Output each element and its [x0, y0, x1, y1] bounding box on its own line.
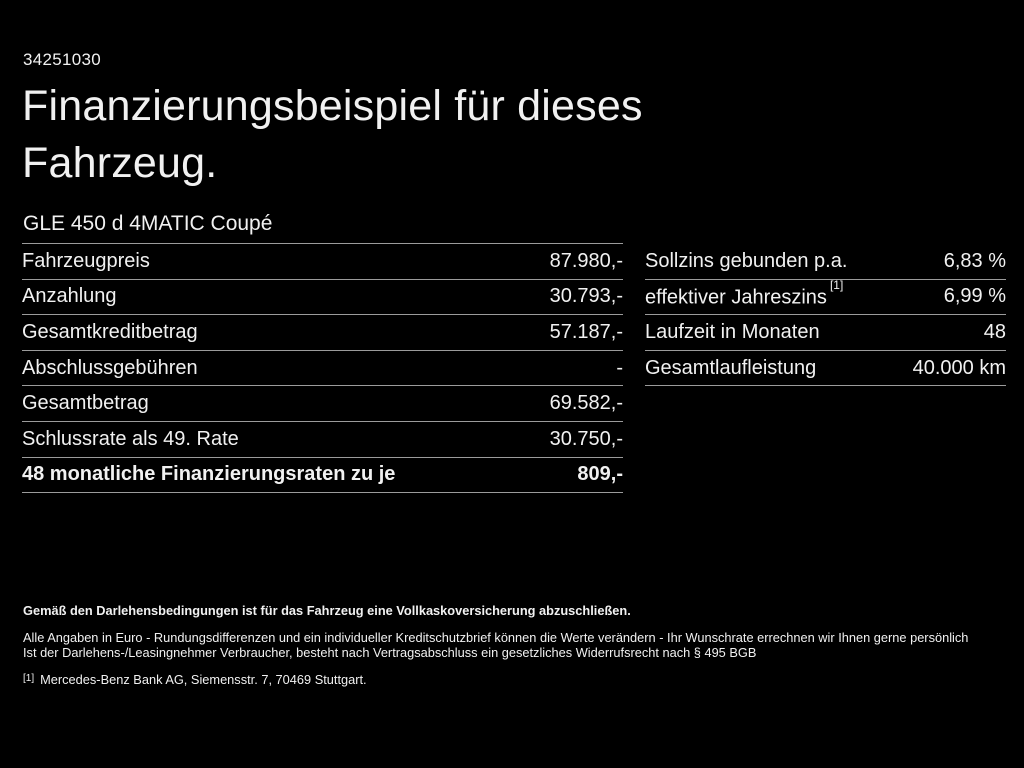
footnote-marker: [1] [829, 277, 844, 292]
row-value: 48 [983, 320, 1006, 343]
disclaimer-text: Alle Angaben in Euro - Rundungsdifferenz… [23, 630, 1008, 661]
table-row-fahrzeugpreis: Fahrzeugpreis 87.980,- [22, 244, 623, 280]
document-id: 34251030 [23, 50, 102, 69]
row-value: 87.980,- [549, 249, 623, 272]
legal-footer: Gemäß den Darlehensbedingungen ist für d… [23, 603, 1008, 687]
table-row-gesamtkreditbetrag: Gesamtkreditbetrag 57.187,- [22, 315, 623, 351]
row-label: Laufzeit in Monaten [645, 320, 820, 343]
row-label: Abschlussgebühren [22, 356, 198, 379]
row-label: Schlussrate als 49. Rate [22, 427, 239, 450]
table-row-laufzeit: Laufzeit in Monaten 48 [645, 315, 1006, 351]
row-value: - [616, 356, 623, 379]
table-row-gesamtlaufleistung: Gesamtlaufleistung 40.000 km [645, 351, 1006, 387]
conditions-table: Sollzins gebunden p.a. 6,83 % effektiver… [645, 244, 1006, 387]
financing-details-table: Fahrzeugpreis 87.980,- Anzahlung 30.793,… [22, 243, 623, 494]
insurance-note: Gemäß den Darlehensbedingungen ist für d… [23, 603, 631, 618]
table-row-sollzins: Sollzins gebunden p.a. 6,83 % [645, 244, 1006, 280]
table-row-schlussrate: Schlussrate als 49. Rate 30.750,- [22, 422, 623, 458]
row-value: 6,99 % [943, 285, 1006, 308]
table-row-monatliche-raten: 48 monatliche Finanzierungsraten zu je 8… [22, 458, 623, 494]
row-value: 809,- [577, 463, 623, 486]
disclaimer-line-1: Alle Angaben in Euro - Rundungsdifferenz… [23, 629, 969, 645]
row-label: Gesamtkreditbetrag [22, 320, 198, 343]
row-value: 57.187,- [549, 320, 623, 343]
footnote-text: Mercedes-Benz Bank AG, Siemensstr. 7, 70… [40, 671, 367, 687]
row-label: 48 monatliche Finanzierungsraten zu je [22, 463, 396, 486]
footnote-marker: [1] [23, 672, 35, 684]
page-title: Finanzierungsbeispiel für dieses Fahrzeu… [22, 78, 802, 192]
row-label: Gesamtlaufleistung [645, 356, 817, 379]
table-row-effektiver-jahreszins: effektiver Jahreszins[1] 6,99 % [645, 277, 1006, 316]
disclaimer-line-2: Ist der Darlehens-/Leasingnehmer Verbrau… [23, 645, 757, 660]
table-row-anzahlung: Anzahlung 30.793,- [22, 280, 623, 316]
bank-footnote: [1] Mercedes-Benz Bank AG, Siemensstr. 7,… [23, 671, 1008, 688]
row-label: effektiver Jahreszins[1] [645, 277, 844, 309]
vehicle-model-name: GLE 450 d 4MATIC Coupé [23, 212, 273, 235]
row-label: Fahrzeugpreis [22, 249, 150, 272]
row-label: Sollzins gebunden p.a. [645, 249, 848, 272]
row-label: Anzahlung [22, 285, 117, 308]
row-value: 30.750,- [549, 427, 623, 450]
row-value: 6,83 % [943, 249, 1006, 272]
row-value: 30.793,- [549, 285, 623, 308]
page-title-line-1: Finanzierungsbeispiel für dieses [22, 82, 643, 130]
table-row-gesamtbetrag: Gesamtbetrag 69.582,- [22, 386, 623, 422]
page-title-line-2: Fahrzeug. [22, 139, 218, 187]
row-value: 40.000 km [912, 356, 1006, 379]
table-row-abschlussgebuehren: Abschlussgebühren - [22, 351, 623, 387]
row-label: Gesamtbetrag [22, 392, 149, 415]
row-value: 69.582,- [549, 392, 623, 415]
